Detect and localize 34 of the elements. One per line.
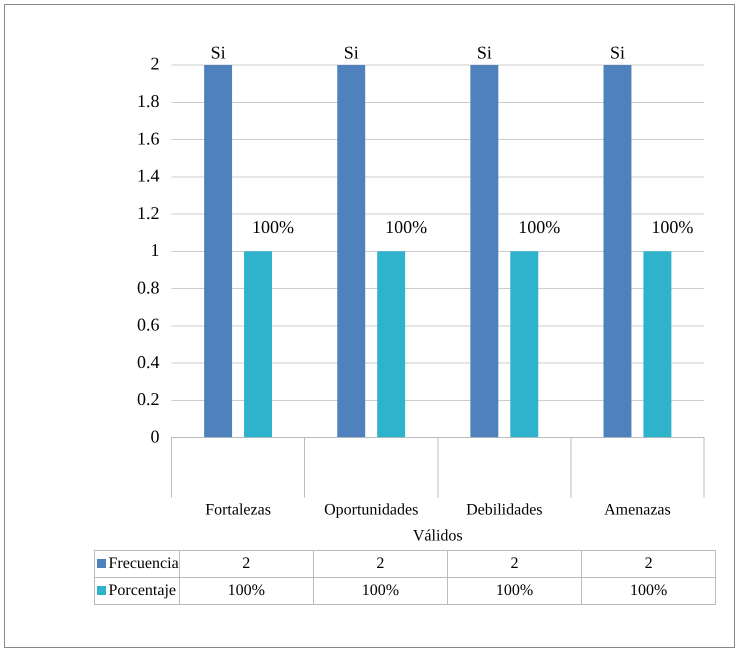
data-label: 100% [447, 578, 582, 604]
text: Si [210, 42, 226, 63]
data-label: 100% [582, 578, 716, 604]
legend-label: Frecuencia [94, 550, 180, 578]
x-tick-label: Oportunidades [324, 501, 418, 518]
y-tick-label: 1.2 [137, 202, 160, 223]
data-label: 2 [582, 550, 716, 578]
text: Si [344, 42, 359, 63]
legend-label: Porcentaje [94, 578, 180, 604]
y-tick-label: 0 [150, 426, 160, 446]
y-tick-label: 1 [150, 240, 160, 260]
data-label: 2 [179, 550, 314, 578]
text: 100% [651, 217, 694, 238]
x-axis-title: Válidos [412, 528, 463, 545]
data-label: 100% [313, 578, 448, 604]
y-tick-label: 2 [150, 54, 160, 74]
text: Si [476, 42, 492, 63]
y-tick-label: 0.4 [137, 352, 160, 372]
y-tick-label: 1.8 [137, 90, 160, 111]
y-tick-label: 0.2 [137, 389, 160, 410]
data-label: 2 [313, 550, 448, 578]
x-tick-label: Fortalezas [205, 501, 271, 518]
x-tick-label: Debilidades [466, 501, 543, 518]
data-label: 2 [447, 550, 582, 578]
y-tick-label: 1.4 [137, 166, 160, 186]
text: 100% [385, 217, 428, 238]
text: 100% [252, 217, 294, 238]
data-label: 100% [179, 578, 314, 604]
y-tick-label: 0.8 [137, 277, 160, 298]
y-tick-label: 0.6 [137, 314, 160, 335]
text: 100% [518, 217, 560, 238]
text: Si [610, 42, 625, 63]
x-tick-label: Amenazas [604, 501, 671, 518]
y-tick-label: 1.6 [137, 128, 160, 148]
